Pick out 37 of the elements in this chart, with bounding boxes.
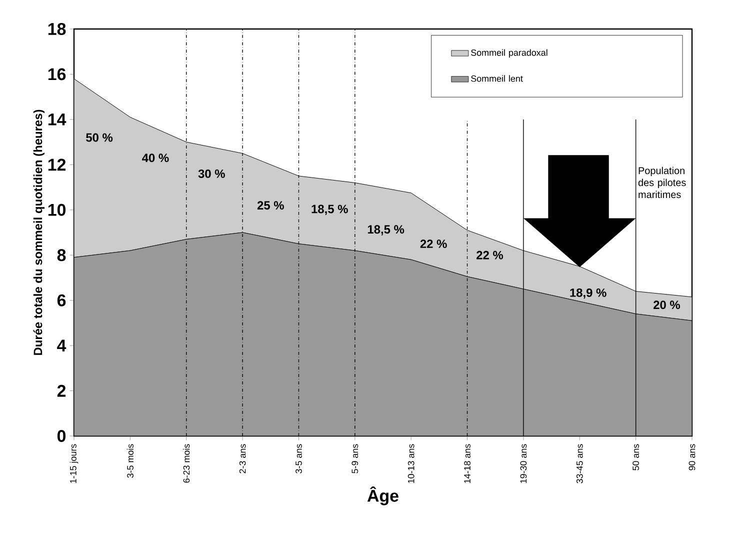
y-tick-label: 16 — [48, 68, 66, 80]
x-tick-label: 3-5 mois — [126, 444, 134, 478]
annotation: Population des pilotes maritimes — [638, 166, 686, 198]
x-axis-title: Âge — [367, 486, 398, 506]
annotation: 25 % — [257, 201, 284, 210]
legend-label: Sommeil lent — [471, 75, 523, 82]
x-tick-label: 10-13 ans — [408, 444, 414, 483]
annotation: 22 % — [476, 250, 504, 260]
annotation: 18,5 % — [312, 204, 348, 215]
annotation: 20 % — [654, 300, 680, 310]
x-tick-label: 1-15 jours — [70, 444, 78, 483]
annotation: 50 % — [86, 133, 113, 142]
annotation: 40 % — [142, 154, 169, 162]
annotation: 18,9 % — [570, 288, 606, 299]
x-tick-label: 33-45 ans — [576, 444, 583, 484]
y-tick-label: 10 — [48, 204, 66, 216]
legend-label: Sommeil paradoxal — [471, 49, 548, 58]
x-tick-label: 6-23 mois — [183, 444, 190, 483]
y-tick-label: 18 — [48, 23, 66, 35]
y-axis-title: Durée totale du sommeil quotidien (heures) — [33, 110, 45, 355]
x-tick-label: 3-5 ans — [296, 444, 302, 474]
annotation: 30 % — [198, 169, 225, 178]
y-tick-label: 6 — [57, 294, 66, 306]
x-tick-label: 2-3 ans — [239, 444, 246, 474]
x-tick-label: 14-18 ans — [464, 444, 470, 483]
x-tick-label: 90 ans — [688, 444, 696, 470]
x-tick-label: 5-9 ans — [352, 444, 358, 474]
y-tick-label: 0 — [57, 430, 66, 442]
y-tick-label: 12 — [48, 158, 66, 171]
annotation: 22 % — [420, 240, 447, 248]
y-tick-label: 14 — [48, 114, 66, 126]
annotation: 18,5 % — [368, 225, 404, 236]
x-tick-label: 50 ans — [632, 444, 640, 470]
y-tick-label: 8 — [57, 249, 66, 262]
y-tick-label: 4 — [57, 340, 66, 352]
x-tick-label: 19-30 ans — [520, 444, 527, 483]
y-tick-label: 2 — [57, 384, 66, 397]
